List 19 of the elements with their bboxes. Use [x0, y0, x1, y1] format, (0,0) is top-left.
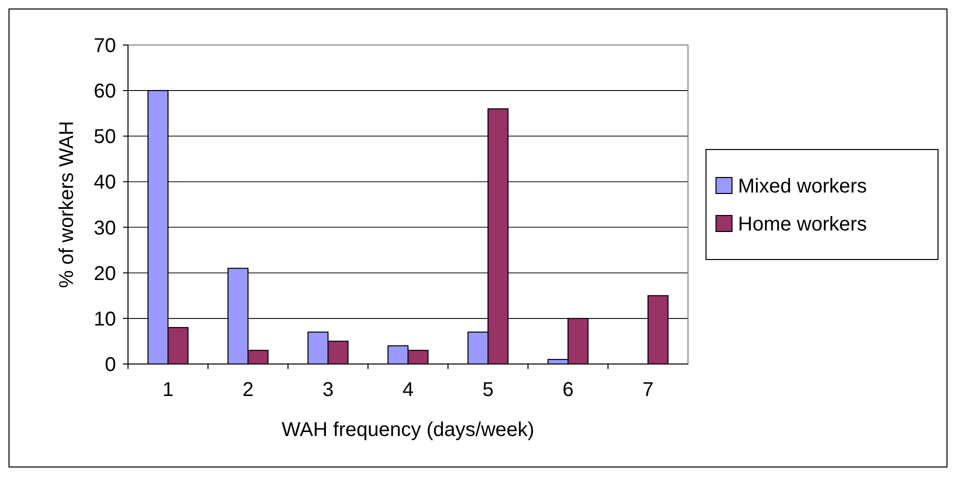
y-tick-label: 20 [94, 262, 116, 285]
x-axis-title: WAH frequency (days/week) [282, 419, 534, 441]
x-tick-label: 6 [562, 379, 574, 401]
y-tick-label: 60 [94, 80, 116, 103]
x-tick-label: 4 [402, 379, 414, 401]
x-tick-label: 7 [642, 379, 654, 401]
y-tick-label: 50 [94, 126, 116, 148]
x-tick-label: 2 [242, 379, 254, 401]
legend-label: Mixed workers [738, 176, 867, 198]
y-tick-label: 40 [94, 172, 116, 194]
x-tick-label: 1 [162, 379, 174, 401]
y-tick-label: 70 [94, 35, 116, 57]
y-tick-label: 30 [94, 217, 116, 240]
y-axis-title: % of workers WAH [56, 120, 78, 288]
legend-label: Home workers [738, 214, 867, 236]
x-tick-label: 5 [482, 379, 494, 401]
y-tick-label: 10 [94, 308, 116, 330]
y-tick-label: 0 [104, 354, 116, 376]
x-tick-label: 3 [322, 379, 334, 401]
